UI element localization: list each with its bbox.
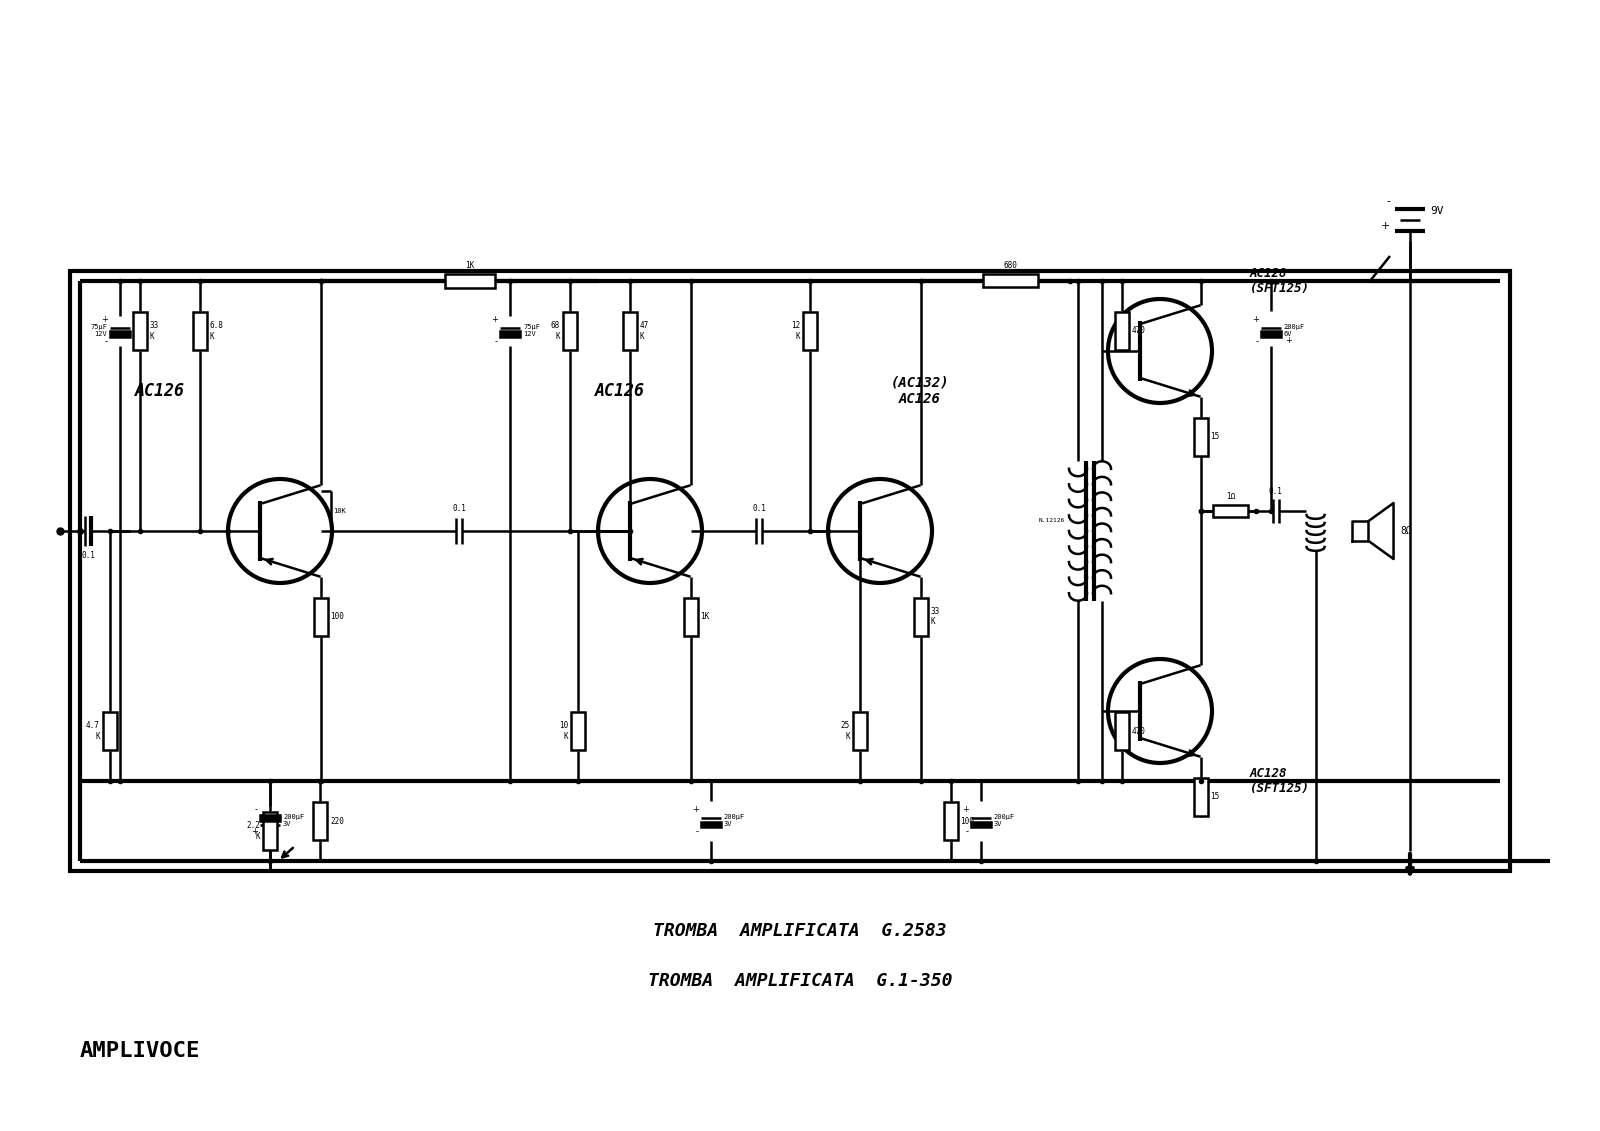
Text: 200μF
3V: 200μF 3V xyxy=(994,814,1014,828)
Bar xyxy=(499,331,520,337)
Text: +: + xyxy=(1285,337,1293,345)
Bar xyxy=(982,275,1037,287)
Bar xyxy=(70,271,1510,871)
Text: 8Ω: 8Ω xyxy=(1400,526,1413,536)
Text: AMPLIVOCE: AMPLIVOCE xyxy=(80,1041,200,1061)
Bar xyxy=(622,312,637,349)
Text: 68
K: 68 K xyxy=(550,321,560,340)
Text: 75μF
12V: 75μF 12V xyxy=(523,325,541,337)
Text: AC128
(SFT125): AC128 (SFT125) xyxy=(1250,267,1310,295)
Text: +: + xyxy=(1251,316,1259,325)
Text: 200μF
6V: 200μF 6V xyxy=(1283,325,1306,337)
Text: +: + xyxy=(1381,221,1390,231)
Text: -: - xyxy=(965,828,968,837)
Text: AC126: AC126 xyxy=(595,382,645,400)
Text: 2.2
K: 2.2 K xyxy=(246,821,259,840)
Text: TROMBA  AMPLIFICATA  G.1-350: TROMBA AMPLIFICATA G.1-350 xyxy=(648,972,952,990)
Bar xyxy=(853,713,867,750)
Text: 33
K: 33 K xyxy=(931,607,939,627)
Text: 12
K: 12 K xyxy=(790,321,800,340)
Text: -: - xyxy=(494,337,498,346)
Bar xyxy=(701,821,720,827)
Text: 1Ω: 1Ω xyxy=(1226,492,1235,501)
Bar xyxy=(102,713,117,750)
Text: 47
K: 47 K xyxy=(640,321,650,340)
Bar xyxy=(1261,331,1280,337)
Bar xyxy=(914,598,928,636)
Text: AC126: AC126 xyxy=(134,382,186,400)
Text: (AC132)
AC126: (AC132) AC126 xyxy=(891,375,949,406)
Text: 9V: 9V xyxy=(1430,206,1443,216)
Text: 680: 680 xyxy=(1003,261,1018,270)
Bar xyxy=(194,312,206,349)
Bar xyxy=(1115,312,1130,349)
Text: 470: 470 xyxy=(1133,327,1146,336)
Bar xyxy=(571,713,586,750)
Bar xyxy=(683,598,698,636)
Text: +: + xyxy=(101,316,109,325)
Text: 33
K: 33 K xyxy=(150,321,160,340)
Text: 100: 100 xyxy=(331,612,344,621)
Bar xyxy=(803,312,818,349)
Text: -: - xyxy=(1256,337,1259,346)
Text: -: - xyxy=(254,805,258,814)
Text: -: - xyxy=(696,828,699,837)
Text: +: + xyxy=(691,805,699,814)
Bar xyxy=(971,821,990,827)
Text: 0.1: 0.1 xyxy=(82,551,94,560)
Text: 15: 15 xyxy=(1211,432,1219,441)
Text: +: + xyxy=(962,805,968,814)
Text: AC128
(SFT125): AC128 (SFT125) xyxy=(1250,767,1310,795)
Bar xyxy=(314,802,326,840)
Text: 10
K: 10 K xyxy=(558,722,568,741)
Text: 0.1: 0.1 xyxy=(453,504,466,513)
Bar xyxy=(445,274,494,288)
Text: -: - xyxy=(106,337,109,346)
Text: 75μF
12V: 75μF 12V xyxy=(90,325,107,337)
Text: -: - xyxy=(1386,196,1390,206)
Text: 10K: 10K xyxy=(333,508,346,513)
Text: +: + xyxy=(251,828,258,837)
Bar xyxy=(1115,713,1130,750)
Bar xyxy=(110,331,130,337)
Text: 15: 15 xyxy=(1211,792,1219,801)
Text: 1K: 1K xyxy=(701,612,710,621)
Text: N.12126: N.12126 xyxy=(1038,518,1066,524)
Text: 6.8
K: 6.8 K xyxy=(210,321,224,340)
Bar xyxy=(944,802,957,840)
Text: 470: 470 xyxy=(1133,726,1146,735)
Bar xyxy=(314,598,328,636)
Bar xyxy=(1194,417,1208,456)
Bar xyxy=(259,815,280,820)
Text: -: - xyxy=(1285,325,1288,334)
Bar xyxy=(1213,506,1248,517)
Text: 0.1: 0.1 xyxy=(752,504,766,513)
Text: +: + xyxy=(491,316,498,325)
Text: 1K: 1K xyxy=(466,261,475,270)
Text: 0.1: 0.1 xyxy=(1269,487,1283,497)
Text: 4.7
K: 4.7 K xyxy=(86,722,99,741)
Text: 200μF
3V: 200μF 3V xyxy=(283,814,304,828)
Text: TROMBA  AMPLIFICATA  G.2583: TROMBA AMPLIFICATA G.2583 xyxy=(653,922,947,940)
Bar xyxy=(1194,778,1208,815)
Bar xyxy=(262,812,277,851)
Text: 220: 220 xyxy=(330,817,344,826)
Bar xyxy=(563,312,578,349)
Text: 25
K: 25 K xyxy=(840,722,850,741)
Text: 200μF
3V: 200μF 3V xyxy=(723,814,746,828)
Bar xyxy=(133,312,147,349)
Text: 100: 100 xyxy=(960,817,974,826)
